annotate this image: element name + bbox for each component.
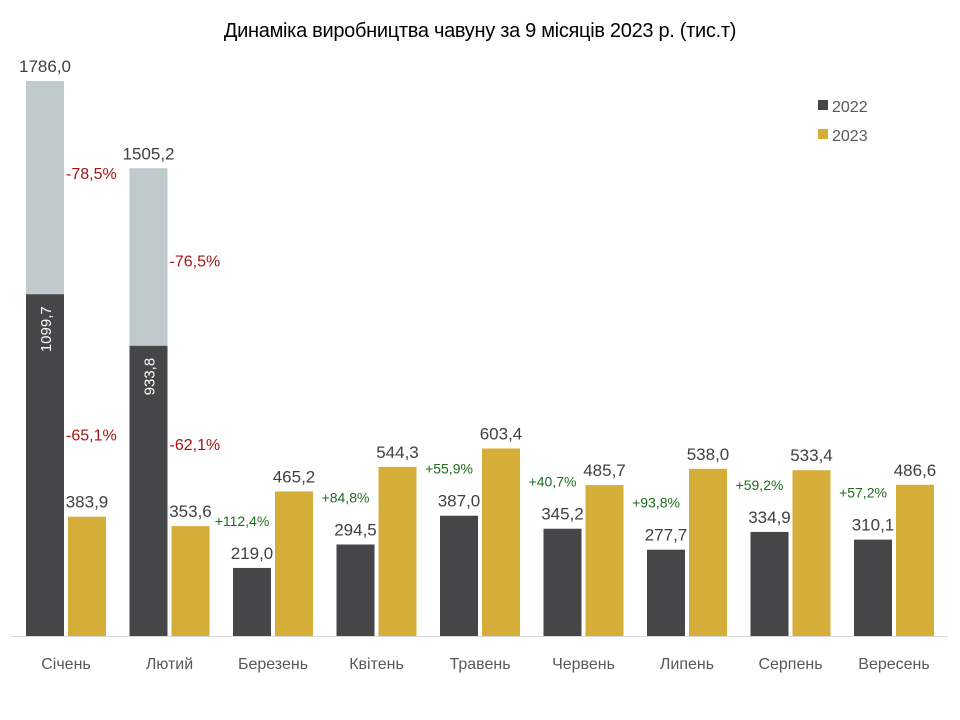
bar-2023	[378, 466, 417, 636]
value-label-2022: 345,2	[541, 505, 584, 524]
chart-title: Динаміка виробництва чавуну за 9 місяців…	[223, 20, 737, 42]
bar-2023	[792, 470, 831, 636]
change-label: -65,1%	[66, 428, 117, 445]
bar-2023	[585, 485, 624, 636]
category-label: Червень	[552, 656, 615, 673]
value-label-2023: 538,0	[687, 445, 730, 464]
bar-2022	[647, 549, 685, 636]
change-label: +55,9%	[425, 461, 473, 477]
legend-label-2023: 2023	[832, 128, 868, 145]
value-label-2023: 603,4	[480, 424, 523, 443]
bar-2022	[440, 515, 478, 636]
category-label: Липень	[660, 656, 714, 673]
change-label: -78,5%	[66, 166, 117, 183]
category-label: Вересень	[858, 656, 929, 673]
value-label-2023: 485,7	[583, 461, 626, 480]
bar-2023	[689, 468, 727, 636]
value-label-2023: 486,6	[894, 461, 937, 480]
bar-2022	[750, 531, 789, 636]
value-label-2023: 544,3	[376, 443, 419, 462]
value-label-2023: 353,6	[169, 502, 212, 521]
bar-2022	[336, 544, 375, 636]
change-label: +40,7%	[529, 474, 577, 490]
bar-2023	[68, 516, 106, 636]
background-value-label: 1505,2	[123, 144, 175, 163]
bar-2023	[171, 526, 210, 636]
background-value-label: 1786,0	[19, 57, 71, 76]
value-label-2022: 933,8	[142, 358, 159, 396]
value-label-2022: 294,5	[334, 520, 377, 539]
category-label: Лютий	[146, 656, 193, 673]
bar-2022	[854, 539, 892, 636]
bar-2022	[543, 528, 582, 636]
category-label: Березень	[238, 656, 308, 673]
value-label-2023: 383,9	[66, 493, 109, 512]
category-label: Серпень	[758, 656, 822, 673]
value-label-2023: 533,4	[790, 446, 833, 465]
change-label: +57,2%	[839, 485, 887, 501]
value-label-2022: 334,9	[748, 508, 791, 527]
legend-swatch-2023	[818, 129, 828, 139]
bar-2022	[26, 294, 64, 636]
change-label: +93,8%	[632, 495, 680, 511]
value-label-2022: 310,1	[852, 516, 895, 535]
value-label-2023: 465,2	[273, 467, 316, 486]
category-label: Січень	[41, 656, 91, 673]
change-label: -76,5%	[170, 253, 221, 270]
change-label: -62,1%	[170, 437, 221, 454]
change-label: +59,2%	[736, 477, 784, 493]
bar-2023	[482, 448, 520, 636]
bar-2023	[896, 484, 934, 636]
bar-2023	[275, 491, 313, 636]
value-label-2022: 1099,7	[38, 306, 55, 352]
value-label-2022: 387,0	[438, 492, 481, 511]
change-label: +84,8%	[322, 489, 370, 505]
bar-2022	[129, 345, 168, 636]
change-label: +112,4%	[215, 513, 270, 529]
category-label: Квітень	[349, 656, 404, 673]
bar-2022	[233, 567, 271, 636]
legend-label-2022: 2022	[832, 99, 868, 116]
value-label-2022: 219,0	[231, 544, 274, 563]
legend-swatch-2022	[818, 100, 828, 110]
value-label-2022: 277,7	[645, 526, 688, 545]
category-label: Травень	[449, 656, 510, 673]
